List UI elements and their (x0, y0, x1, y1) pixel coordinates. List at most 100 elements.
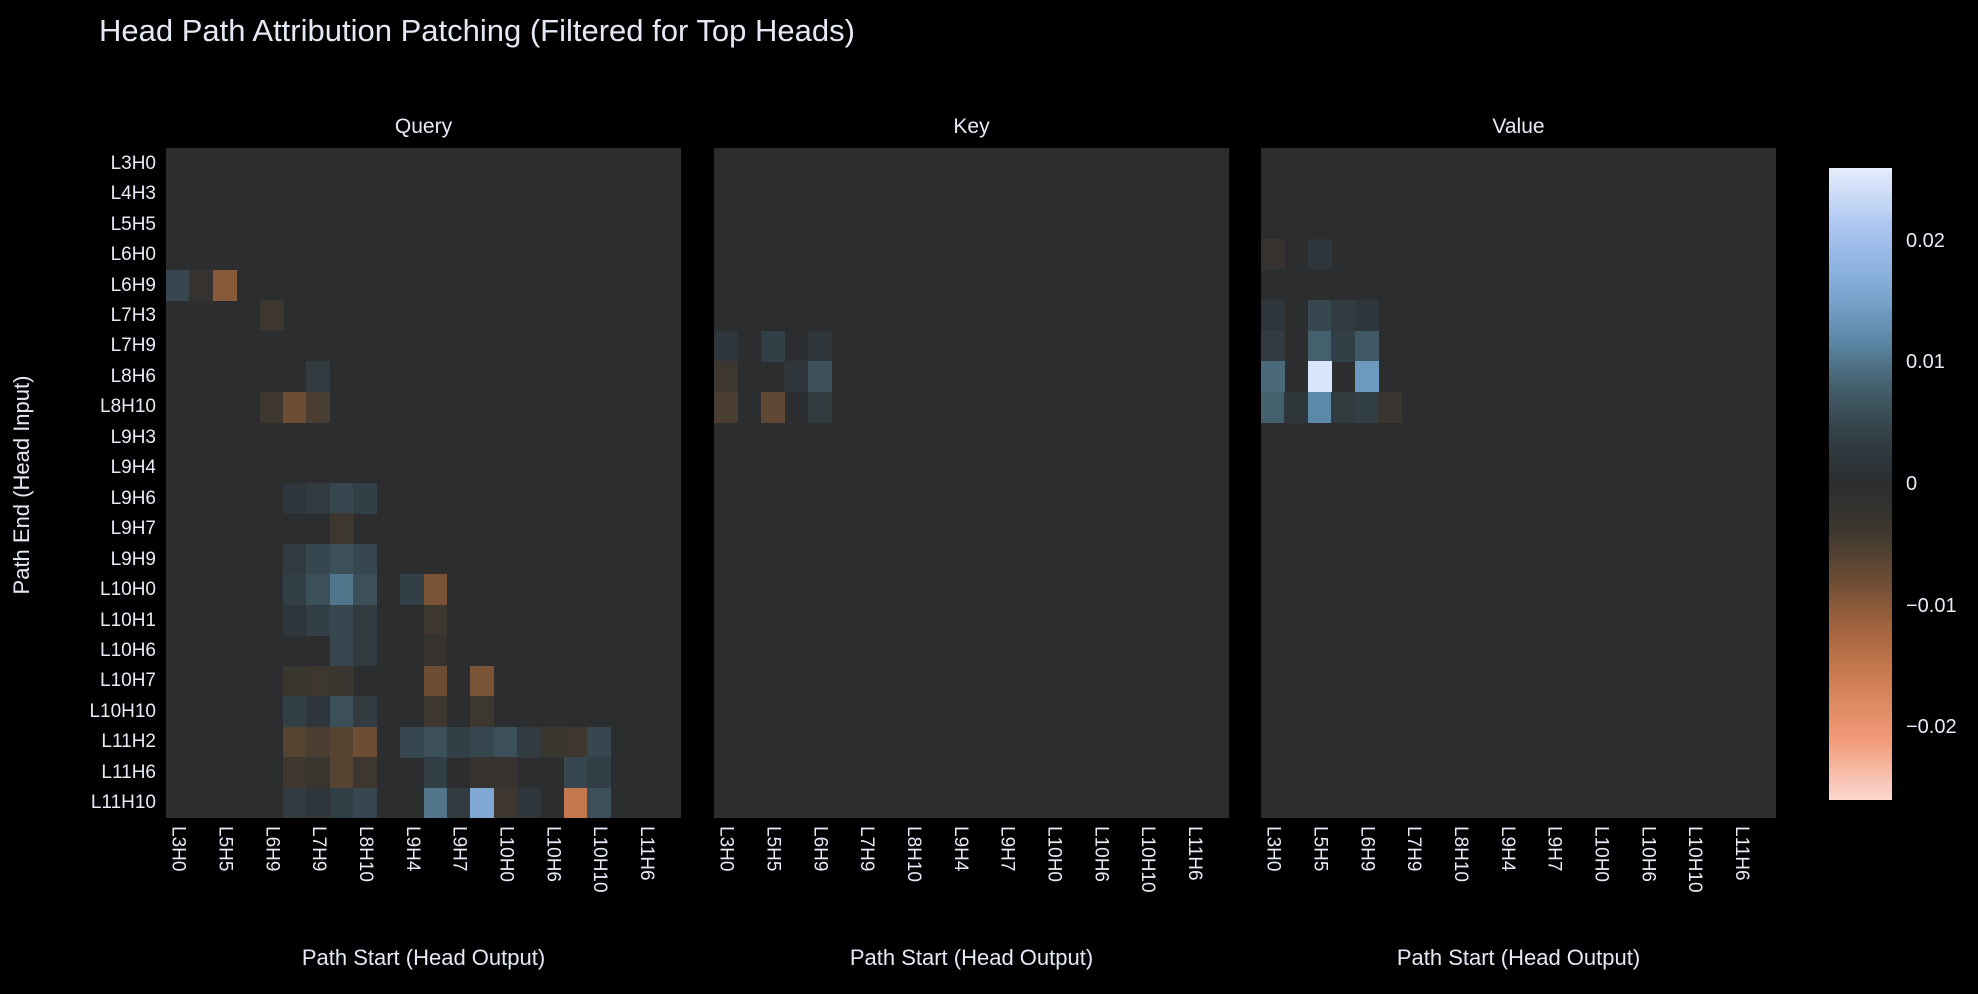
heatmap-key[interactable] (714, 148, 1229, 818)
heatmap-cell (423, 635, 448, 667)
y-tick-label: L11H2 (101, 731, 156, 753)
heatmap-cell (283, 574, 307, 606)
x-tick-label: L6H9 (809, 826, 831, 872)
heatmap-cell (353, 574, 378, 606)
heatmap-cell (329, 574, 354, 606)
heatmap-cell (563, 757, 588, 789)
colorbar (1829, 168, 1892, 800)
heatmap-cell (446, 787, 471, 818)
y-tick-label: L6H9 (110, 274, 156, 296)
heatmap-cell (306, 391, 331, 423)
x-tick-label: L7H9 (856, 826, 878, 872)
x-tick-label: L9H7 (996, 826, 1018, 872)
heatmap-cell (353, 543, 378, 575)
x-axis-title-key: Path Start (Head Output) (849, 945, 1094, 970)
heatmap-cell (353, 696, 378, 728)
heatmap-cell (1331, 330, 1356, 362)
x-tick-label: L6H9 (261, 826, 283, 872)
y-tick-label: L11H6 (101, 761, 156, 783)
x-tick-label: L9H4 (401, 826, 423, 872)
subplot-key: Key Path Start (Head Output) L3H0 L5H5 L6H… (714, 115, 1229, 970)
heatmap-cell (306, 757, 331, 789)
heatmap-cell (283, 726, 307, 758)
heatmap-cell (760, 330, 785, 362)
y-tick-label: L9H7 (110, 518, 156, 540)
heatmap-cell (446, 726, 471, 758)
heatmap-cell (283, 604, 307, 636)
x-tick-label: L8H10 (1449, 826, 1471, 882)
heatmap-cell (329, 696, 354, 728)
heatmap-cell (400, 574, 424, 606)
heatmap-cell (563, 787, 588, 818)
heatmap-cell (306, 574, 331, 606)
x-tick-label: L10H6 (1090, 826, 1112, 882)
heatmap-cell (784, 361, 809, 393)
x-tick-label: L8H10 (902, 826, 924, 882)
x-tick-label: L3H0 (167, 826, 189, 872)
heatmap-cell (470, 787, 495, 818)
heatmap-value[interactable] (1261, 148, 1776, 818)
heatmap-cell (283, 543, 307, 575)
heatmap-cell (714, 391, 738, 423)
heatmap-query[interactable] (166, 148, 681, 818)
x-tick-label: L11H6 (635, 826, 657, 881)
x-tick-label: L10H10 (589, 826, 611, 893)
heatmap-cell (714, 330, 738, 362)
subplot-value: Value Path Start (Head Output) L3H0 L5H5 L… (1261, 115, 1776, 970)
heatmap-cell (423, 604, 448, 636)
x-tick-label: L10H0 (495, 826, 517, 882)
y-tick-label: L10H6 (100, 640, 156, 661)
colorbar-tick-label: 0.01 (1906, 351, 1945, 374)
heatmap-cell (1307, 391, 1332, 423)
heatmap-cell (587, 787, 612, 818)
y-tick-label: L7H9 (110, 335, 156, 357)
heatmap-cell (423, 757, 448, 789)
x-tick-label: L10H0 (1590, 826, 1612, 882)
y-tick-label: L9H4 (110, 457, 156, 479)
colorbar-tick-label: 0 (1906, 473, 1918, 495)
y-tick-label: L7H3 (110, 305, 156, 326)
heatmap-cell (353, 635, 378, 667)
y-tick-label: L9H9 (110, 548, 156, 570)
heatmap-cell (807, 361, 832, 393)
heatmap-cell (306, 787, 331, 818)
heatmap-cell (306, 483, 331, 514)
subplot-title-query: Query (394, 115, 453, 138)
heatmap-cell (353, 483, 378, 514)
y-tick-label: L5H5 (110, 213, 156, 235)
x-tick-label: L11H6 (1730, 826, 1752, 881)
heatmap-cell (470, 726, 495, 758)
heatmap-cell (587, 726, 612, 758)
heatmap-cell (353, 604, 378, 636)
heatmap-cell (283, 665, 307, 697)
heatmap-cell (329, 726, 354, 758)
heatmap-cell (283, 787, 307, 818)
figure-title: Head Path Attribution Patching (Filtered… (99, 13, 855, 48)
x-tick-label: L11H6 (1183, 826, 1205, 881)
x-tick-label: L3H0 (715, 826, 737, 872)
heatmap-cell (1354, 330, 1379, 362)
heatmap-cell (259, 300, 284, 332)
heatmap-cell (493, 757, 518, 789)
heatmap-cell (423, 787, 448, 818)
heatmap-cell (1331, 300, 1356, 332)
x-tick-label: L3H0 (1262, 826, 1284, 872)
heatmap-cell (1261, 361, 1285, 393)
x-tick-label: L10H0 (1043, 826, 1065, 882)
heatmap-cell (306, 361, 331, 393)
heatmap-cell (1307, 361, 1332, 393)
x-tick-label: L10H10 (1684, 826, 1706, 893)
subplot-title-value: Value (1492, 115, 1545, 138)
heatmap-cell (329, 483, 354, 514)
y-tick-label: L6H0 (110, 244, 156, 266)
heatmap-cell (1284, 391, 1309, 423)
y-tick-label: L10H0 (100, 579, 156, 601)
x-tick-label: L9H7 (1543, 826, 1565, 872)
x-tick-label: L7H9 (1403, 826, 1425, 872)
heatmap-cell (189, 269, 214, 301)
heatmap-cell (807, 391, 832, 423)
heatmap-cell (283, 757, 307, 789)
heatmap-cell (1354, 300, 1379, 332)
colorbar-tick-label: −0.01 (1906, 594, 1957, 617)
